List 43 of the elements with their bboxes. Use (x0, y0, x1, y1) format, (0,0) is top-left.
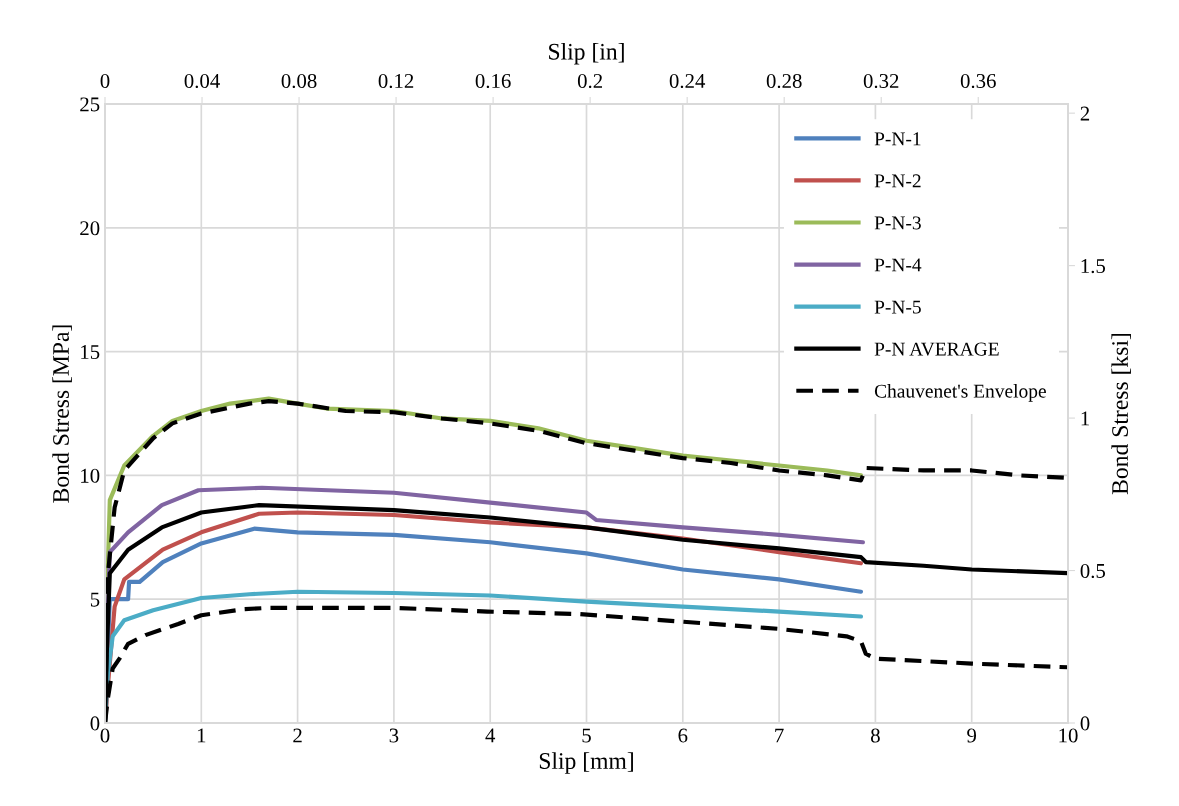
x2-tick-label: 0.24 (669, 73, 706, 89)
x2-tick-label: 0.16 (475, 73, 511, 89)
x2-tick-label: 0.12 (378, 73, 414, 89)
x2-axis-title: Slip [in] (549, 43, 624, 65)
y-axis-title: Bond Stress [MPa] (52, 325, 72, 503)
x2-tick-label: 0.08 (281, 73, 317, 89)
legend-label: P-N-5 (874, 300, 921, 314)
x2-tick-label: 0.2 (577, 73, 603, 89)
y-tick-label: 5 (90, 592, 100, 607)
x-tick-label: 5 (582, 728, 591, 743)
y-tick-label: 0 (90, 716, 100, 731)
y-tick-label: 20 (80, 221, 100, 236)
legend-label: P-N AVERAGE (874, 342, 999, 356)
x-axis-title: Slip [mm] (539, 752, 633, 774)
x2-tick-label: 0.36 (960, 73, 996, 89)
x-tick-label: 9 (967, 728, 977, 743)
y2-tick-label: 0 (1080, 716, 1090, 731)
legend-label: P-N-3 (874, 216, 921, 230)
x-tick-label: 3 (389, 728, 399, 743)
legend-label: P-N-1 (874, 132, 921, 146)
x-tick-label: 4 (485, 728, 496, 743)
x-tick-label: 10 (1059, 728, 1078, 743)
x-tick-label: 7 (775, 728, 784, 743)
y2-tick-label: 2 (1080, 106, 1090, 121)
x-tick-label: 1 (197, 728, 206, 743)
legend-label: P-N-2 (874, 174, 921, 188)
x2-tick-label: 0 (100, 73, 110, 88)
x-tick-label: 2 (293, 728, 302, 743)
y2-tick-label: 1 (1081, 411, 1089, 426)
y-tick-label: 15 (81, 345, 100, 360)
x-tick-label: 8 (870, 728, 880, 743)
y-tick-label: 25 (80, 97, 100, 112)
y2-tick-label: 0.5 (1080, 563, 1106, 579)
y2-tick-label: 1.5 (1081, 259, 1106, 274)
x-tick-label: 6 (678, 728, 688, 743)
x-tick-label: 0 (100, 728, 110, 743)
y-tick-label: 10 (81, 468, 100, 483)
legend-label: P-N-4 (874, 258, 922, 272)
x2-tick-label: 0.28 (766, 73, 802, 89)
x2-tick-label: 0.04 (184, 73, 220, 89)
legend-label: Chauvenet's Envelope (874, 384, 1046, 402)
y2-axis-title: Bond Stress [ksi] (1111, 333, 1131, 495)
x2-tick-label: 0.32 (863, 73, 899, 89)
